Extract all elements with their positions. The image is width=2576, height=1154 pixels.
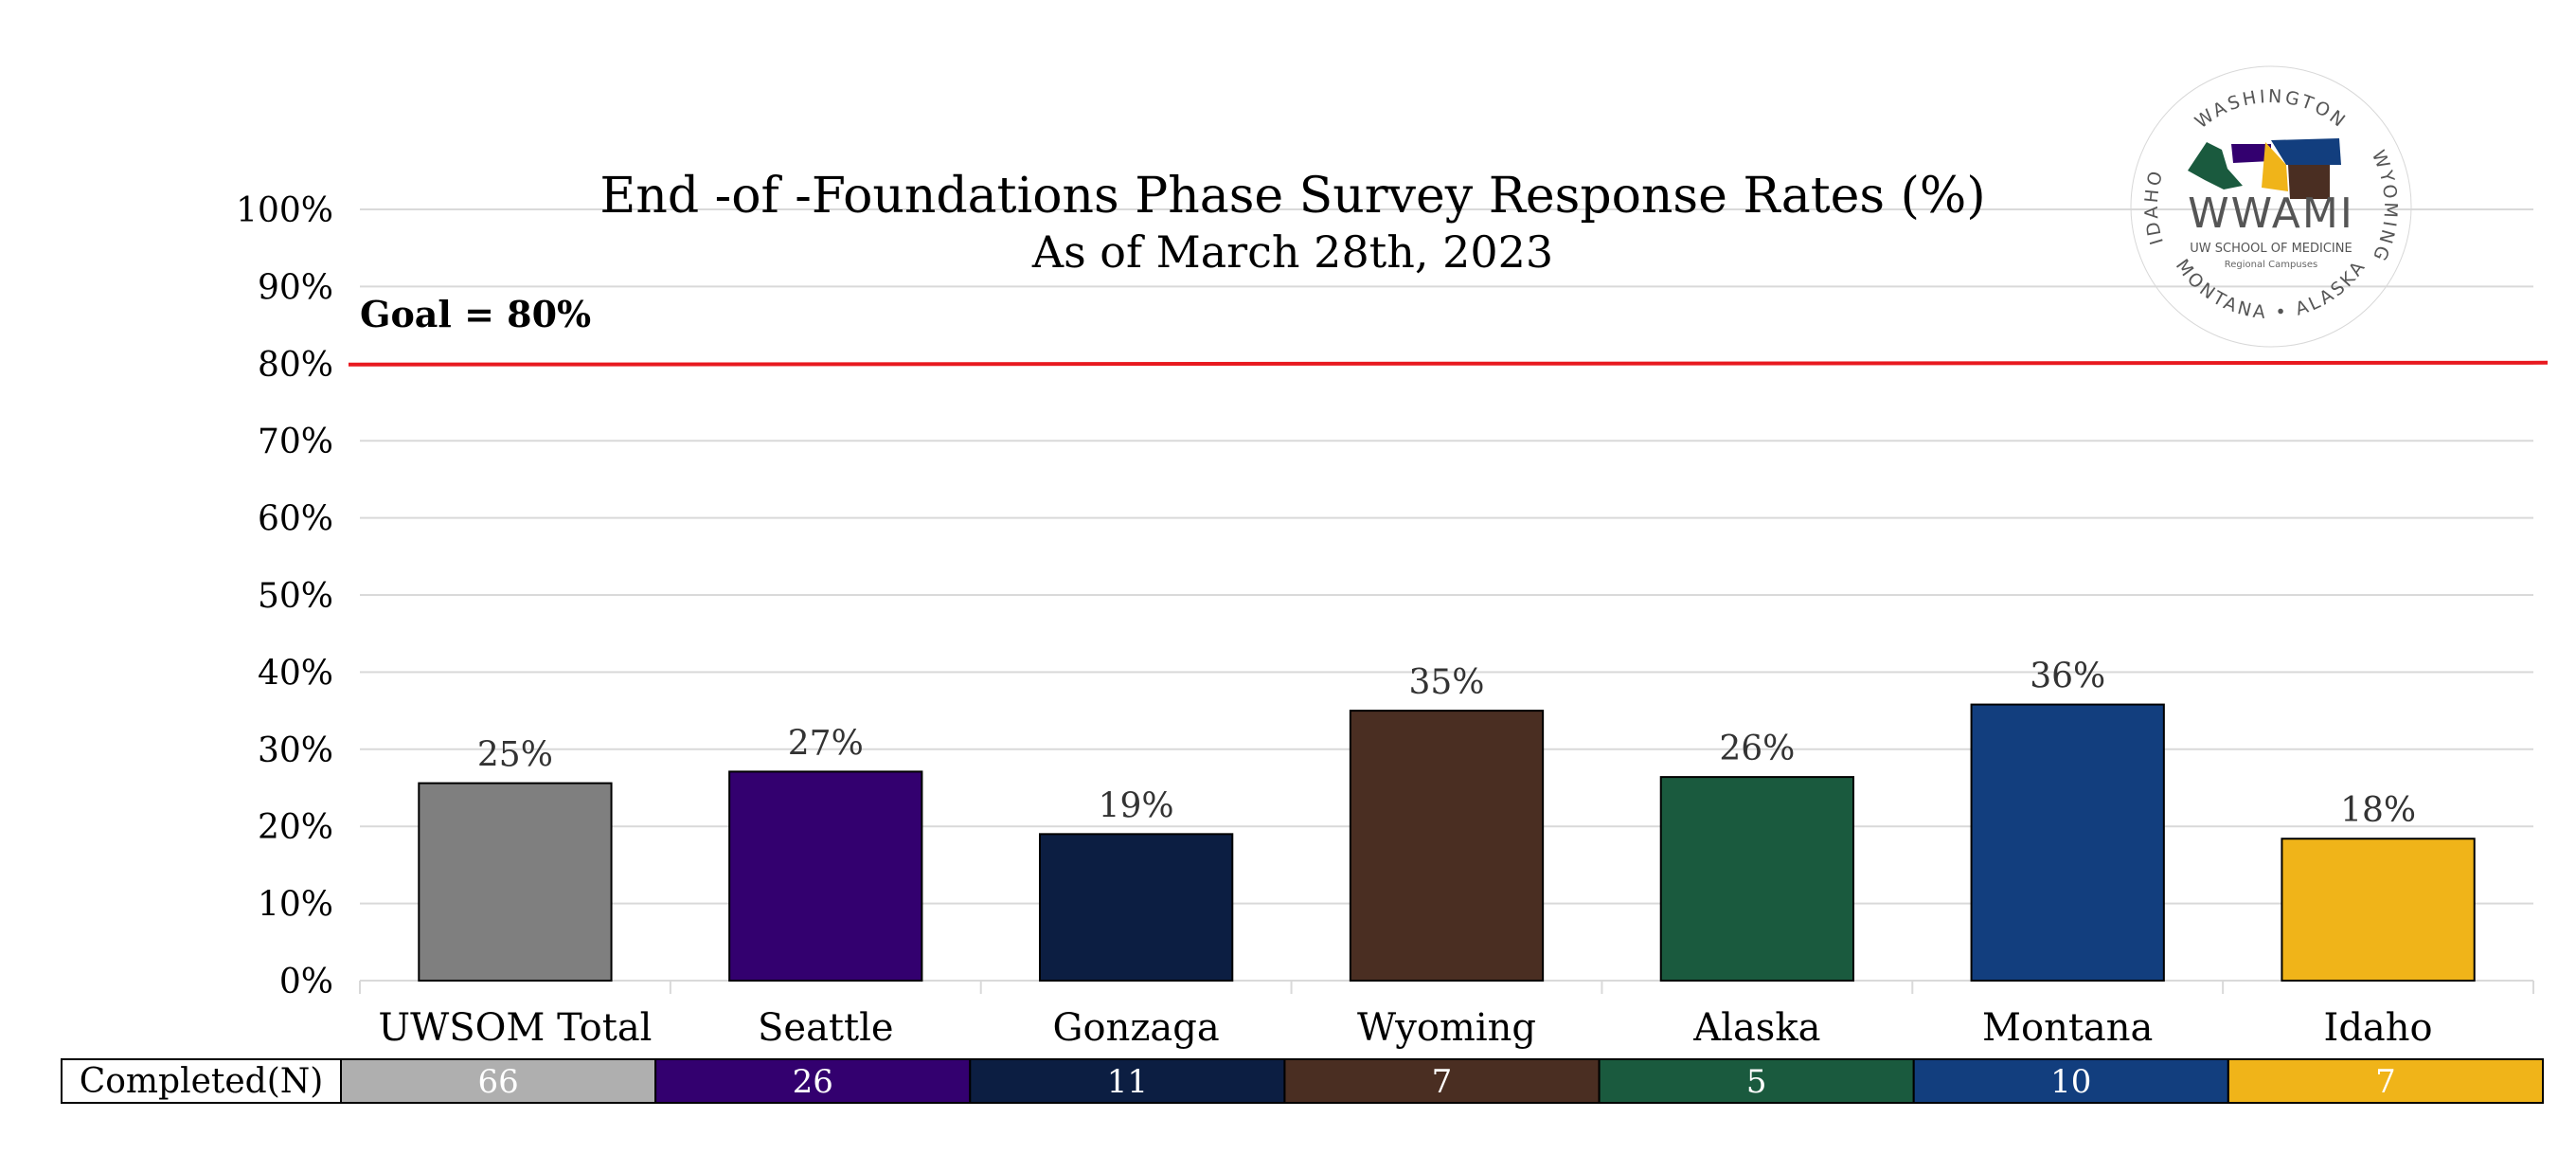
completed-cell — [969, 1058, 1286, 1104]
completed-value: 26 — [793, 1063, 833, 1101]
y-tick-label: 20% — [258, 808, 333, 847]
bar-seattle — [728, 770, 923, 982]
completed-value: 5 — [1746, 1063, 1767, 1101]
logo-ring-right: WYOMING — [2368, 147, 2402, 266]
data-label: 36% — [2030, 658, 2105, 696]
data-label: 26% — [1719, 730, 1795, 768]
logo-name: WWAMI — [2188, 189, 2354, 238]
y-tick-label: 80% — [258, 346, 333, 385]
x-tick-label: Montana — [1982, 1006, 2153, 1050]
wwami-logo: WASHINGTON IDAHO WYOMING MONTANA • ALASK… — [2130, 65, 2412, 348]
data-labels: 25% 27% 19% 35% 26% 36% 18% — [477, 658, 2416, 831]
completed-row: Completed(N) 66 26 11 7 5 10 7 — [61, 1058, 2545, 1104]
y-tick-label: 100% — [236, 191, 333, 230]
x-tick-label: UWSOM Total — [378, 1006, 652, 1050]
x-tick-label: Gonzaga — [1053, 1006, 1220, 1050]
logo-ring-left: IDAHO — [2141, 167, 2168, 247]
x-tick-label: Wyoming — [1357, 1006, 1536, 1050]
x-tick-label: Idaho — [2324, 1006, 2433, 1050]
chart-subtitle: As of March 28th, 2023 — [1031, 226, 1553, 278]
completed-cell — [1912, 1058, 2229, 1104]
y-tick-label: 70% — [258, 423, 333, 461]
bar-gonzaga — [1039, 833, 1234, 983]
data-label: 25% — [477, 736, 553, 775]
x-axis-ticks: UWSOM Total Seattle Gonzaga Wyoming Alaska Mo… — [378, 1006, 2432, 1050]
goal-label: Goal = 80% — [360, 293, 591, 335]
completed-cell — [1283, 1058, 1601, 1104]
completed-value: 7 — [1432, 1063, 1453, 1101]
x-tick-label: Seattle — [758, 1006, 894, 1050]
logo-school: UW SCHOOL OF MEDICINE — [2190, 242, 2352, 256]
y-tick-label: 90% — [258, 268, 333, 307]
data-label: 35% — [1408, 663, 1484, 702]
data-label: 27% — [788, 724, 864, 763]
completed-value: 7 — [2375, 1063, 2396, 1101]
states-map-icon — [2188, 138, 2341, 199]
bar-idaho — [2281, 838, 2476, 982]
data-label: 19% — [1099, 786, 1174, 825]
bar-wyoming — [1349, 710, 1545, 982]
completed-cell — [1598, 1058, 1915, 1104]
logo-ring-circle — [2130, 65, 2412, 348]
bar-alaska — [1659, 776, 1854, 982]
data-label: 18% — [2340, 791, 2416, 830]
logo-ring-top: WASHINGTON — [2191, 86, 2352, 133]
completed-value: 11 — [1107, 1063, 1148, 1101]
y-axis-ticks: 0% 10% 20% 30% 40% 50% 60% 70% 80% 90% 100% — [236, 191, 333, 1001]
y-tick-label: 40% — [258, 654, 333, 693]
completed-cell — [2227, 1058, 2545, 1104]
completed-cell — [340, 1058, 657, 1104]
completed-row-label: Completed(N) — [80, 1062, 324, 1101]
goal-line-group — [348, 360, 2549, 367]
y-tick-label: 0% — [279, 963, 333, 1001]
y-tick-label: 50% — [258, 577, 333, 616]
bar-montana — [1970, 703, 2165, 982]
logo-tagline: Regional Campuses — [2225, 260, 2317, 270]
chart-title: End -of -Foundations Phase Survey Respon… — [599, 168, 1985, 225]
y-tick-label: 60% — [258, 500, 333, 539]
bars — [418, 703, 2476, 983]
goal-line — [348, 360, 2549, 367]
y-tick-label: 30% — [258, 731, 333, 770]
completed-value: 66 — [477, 1063, 518, 1101]
completed-row-label-cell — [61, 1058, 342, 1104]
y-tick-label: 10% — [258, 886, 333, 925]
completed-value: 10 — [2050, 1063, 2091, 1101]
bar-uwsom-total — [418, 782, 613, 983]
x-tick-label: Alaska — [1692, 1006, 1820, 1050]
